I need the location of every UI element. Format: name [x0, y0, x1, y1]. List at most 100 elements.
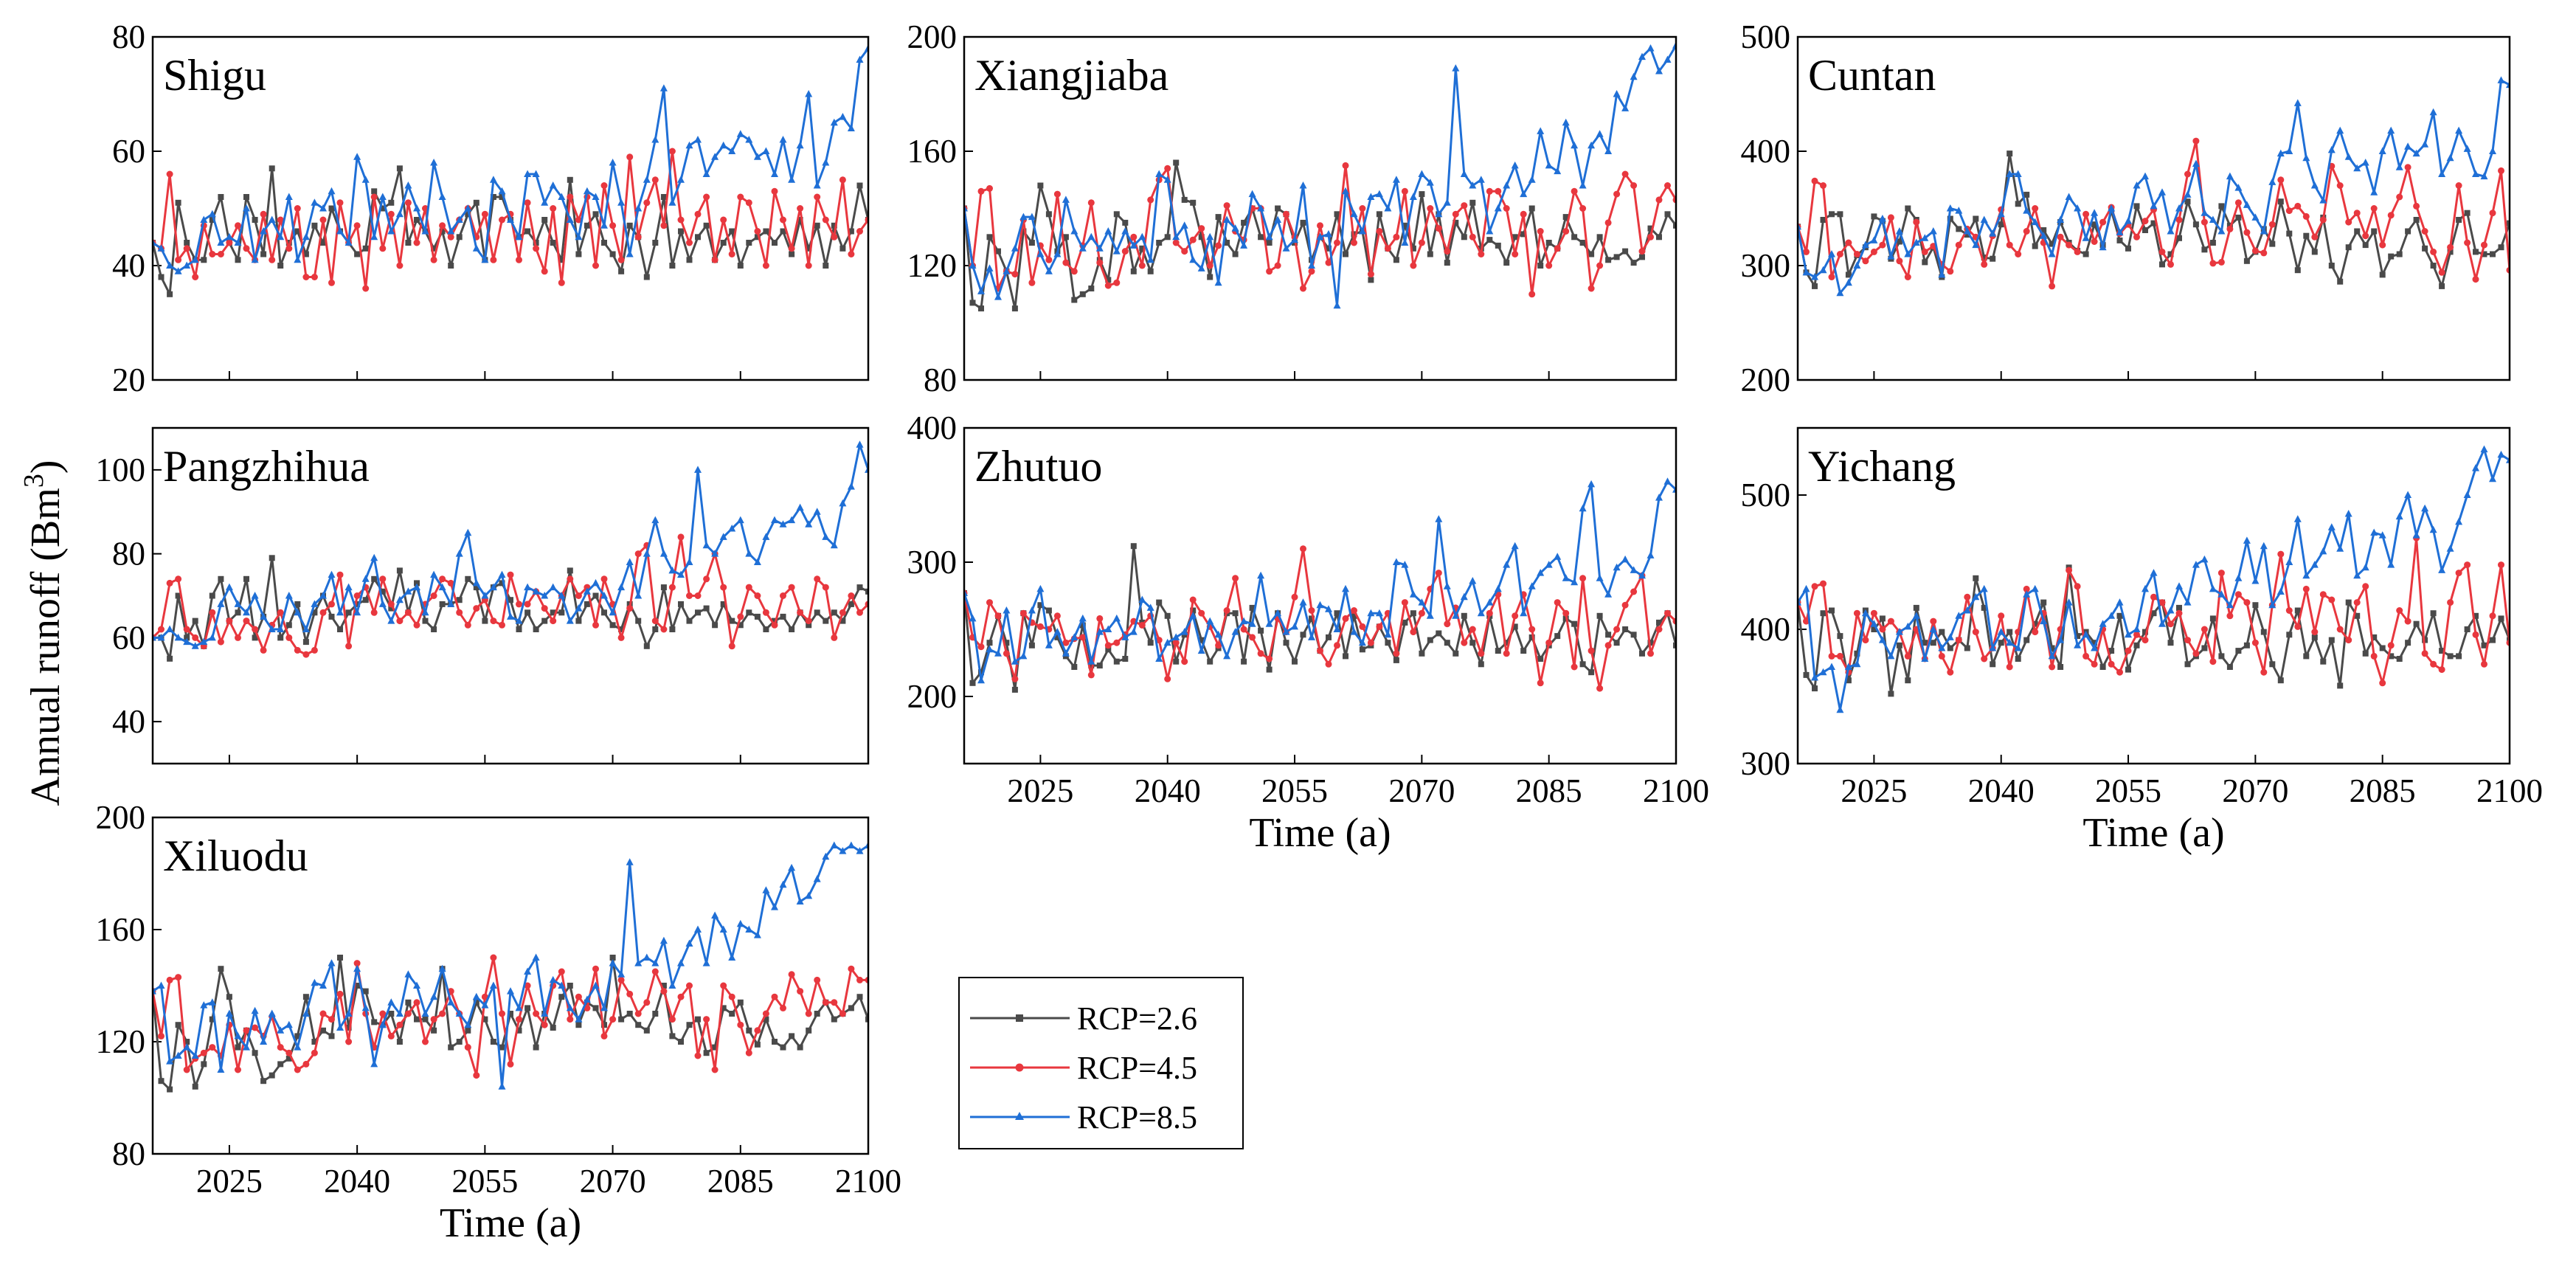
data-point-rcp85	[2446, 153, 2454, 162]
data-point-rcp85	[344, 238, 353, 246]
data-point-rcp26	[720, 240, 727, 246]
data-point-rcp45	[439, 222, 446, 229]
data-point-rcp45	[217, 638, 224, 646]
data-point-rcp85	[2361, 159, 2369, 166]
data-point-rcp26	[720, 1005, 727, 1011]
data-point-rcp26	[448, 1044, 454, 1051]
data-point-rcp45	[839, 176, 846, 184]
data-point-rcp85	[1929, 227, 1937, 235]
data-point-rcp26	[2235, 214, 2242, 221]
data-point-rcp45	[745, 1049, 752, 1056]
data-point-rcp26	[1837, 211, 1843, 218]
data-point-rcp26	[1300, 632, 1306, 638]
data-point-rcp26	[592, 592, 599, 599]
data-point-rcp26	[1011, 686, 1018, 693]
data-point-rcp85	[1486, 598, 1494, 606]
data-point-rcp26	[550, 609, 556, 616]
data-point-rcp45	[1384, 245, 1391, 252]
legend-entry-rcp85: RCP=8.5	[970, 1099, 1197, 1135]
data-point-rcp45	[387, 210, 395, 218]
data-point-rcp26	[371, 188, 378, 195]
data-point-rcp85	[285, 1020, 293, 1028]
data-point-rcp85	[438, 964, 446, 972]
data-point-rcp26	[703, 1050, 710, 1056]
data-point-rcp45	[856, 228, 863, 235]
data-point-rcp85	[2336, 544, 2344, 552]
series-line-rcp26	[964, 544, 1676, 691]
series-group	[964, 41, 1676, 312]
data-point-rcp85	[1511, 161, 1519, 169]
data-point-rcp45	[2032, 629, 2039, 636]
data-point-rcp85	[2463, 145, 2471, 152]
data-point-rcp26	[1453, 219, 1459, 226]
data-point-rcp45	[1503, 205, 1510, 212]
data-point-rcp85	[1426, 612, 1434, 619]
data-point-rcp45	[1862, 257, 1869, 265]
data-point-rcp45	[848, 592, 855, 599]
data-point-rcp45	[2353, 599, 2361, 606]
data-point-rcp26	[285, 1055, 292, 1062]
data-point-rcp45	[2234, 199, 2242, 207]
data-point-rcp85	[830, 841, 838, 848]
data-point-rcp85	[2387, 561, 2395, 568]
data-point-rcp26	[848, 601, 854, 607]
y-tick-label: 200	[96, 799, 146, 836]
data-point-rcp85	[762, 533, 770, 540]
data-point-rcp45	[387, 1032, 395, 1040]
data-point-rcp26	[1343, 251, 1348, 257]
data-point-rcp45	[311, 1049, 318, 1056]
data-point-rcp26	[712, 1044, 719, 1051]
data-point-rcp85	[1062, 649, 1070, 657]
data-point-rcp85	[489, 981, 497, 989]
data-point-rcp26	[652, 240, 659, 246]
data-point-rcp85	[1316, 601, 1324, 609]
y-tick-label: 60	[112, 619, 145, 656]
data-point-rcp26	[1241, 658, 1247, 665]
data-point-rcp85	[489, 176, 497, 183]
data-point-rcp85	[651, 959, 659, 966]
data-point-rcp26	[175, 199, 181, 206]
data-point-rcp85	[200, 215, 208, 223]
data-point-rcp85	[1997, 210, 2005, 218]
data-point-rcp85	[166, 1057, 174, 1065]
data-point-rcp85	[1078, 244, 1087, 252]
data-point-rcp45	[1011, 675, 1019, 682]
data-point-rcp26	[2167, 640, 2174, 646]
data-point-rcp85	[166, 625, 174, 632]
data-point-rcp85	[1528, 176, 1536, 183]
data-point-rcp85	[378, 600, 387, 607]
data-point-rcp26	[2464, 626, 2471, 632]
data-point-rcp85	[1104, 625, 1112, 632]
data-point-rcp45	[1904, 652, 1911, 660]
data-point-rcp85	[796, 503, 804, 511]
data-point-rcp45	[243, 245, 250, 252]
data-point-rcp45	[2158, 599, 2166, 606]
data-point-rcp26	[2303, 653, 2310, 660]
data-point-rcp26	[1947, 645, 1953, 651]
y-tick-label: 120	[907, 247, 958, 284]
data-point-rcp45	[1579, 205, 1587, 212]
data-point-rcp26	[865, 1016, 868, 1023]
data-point-rcp26	[1147, 640, 1154, 646]
data-point-rcp26	[1326, 245, 1332, 252]
data-point-rcp26	[558, 257, 565, 263]
data-point-rcp45	[464, 1044, 471, 1051]
data-point-rcp45	[1528, 626, 1536, 633]
data-point-rcp26	[601, 240, 607, 246]
data-point-rcp45	[2498, 167, 2504, 174]
data-point-rcp85	[745, 925, 753, 933]
data-point-rcp85	[319, 204, 327, 212]
data-point-rcp85	[1520, 190, 1528, 198]
data-point-rcp45	[2294, 623, 2302, 630]
panel-title-pangzhihua: Pangzhihua	[163, 442, 370, 491]
data-point-rcp85	[1180, 628, 1188, 635]
data-point-rcp85	[609, 959, 617, 966]
data-point-rcp45	[592, 965, 599, 972]
data-point-rcp45	[1630, 588, 1638, 595]
data-point-rcp26	[763, 1016, 769, 1023]
data-point-rcp45	[1036, 623, 1044, 630]
data-point-rcp45	[2413, 202, 2420, 210]
data-point-rcp26	[1896, 238, 1902, 245]
data-point-rcp45	[1045, 256, 1053, 263]
data-point-rcp26	[533, 626, 539, 632]
